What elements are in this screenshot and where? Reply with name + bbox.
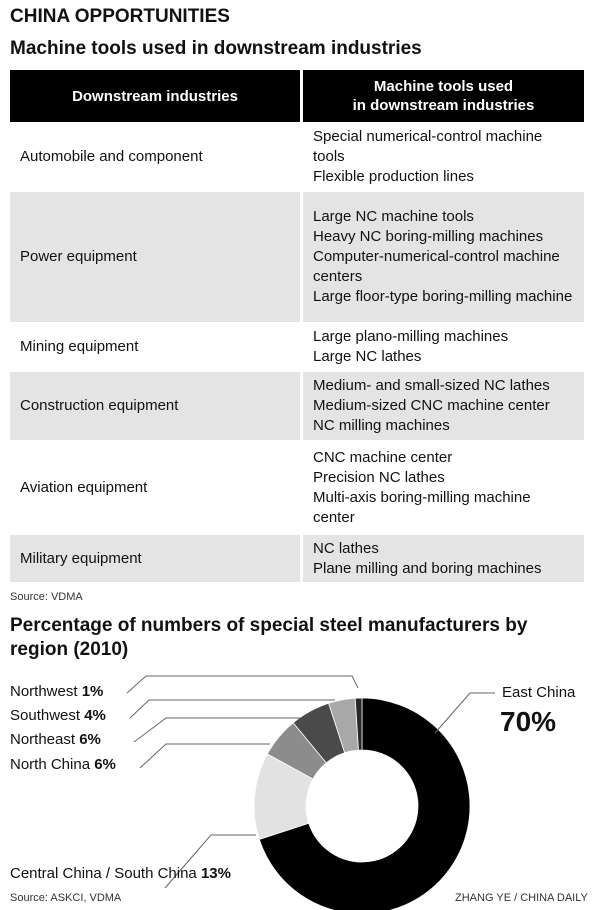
tools-cell: Medium- and small-sized NC lathes Medium… <box>303 372 584 440</box>
slice-east-china <box>258 697 471 910</box>
industry-cell: Automobile and component <box>20 148 203 165</box>
industry-cell: Power equipment <box>10 192 300 322</box>
leader-central-south-china <box>164 834 256 889</box>
slice-northwest <box>354 697 363 751</box>
header-industries: Downstream industries <box>10 70 300 122</box>
label-northeast: Northeast 6% <box>10 731 101 748</box>
label-north-china: North China 6% <box>10 756 116 773</box>
chart-source: Source: ASKCI, VDMA <box>10 892 122 904</box>
chart-title: Percentage of numbers of special steel m… <box>10 615 528 660</box>
table-row: Aviation equipment CNC machine center Pre… <box>10 440 584 535</box>
value-east-china: 70% <box>500 706 557 737</box>
leader-east-china <box>434 692 495 734</box>
leader-northeast <box>133 717 301 743</box>
tools-cell: Large plano-milling machines Large NC la… <box>313 328 509 365</box>
table-title: Machine tools used in downstream industr… <box>10 38 422 59</box>
table-source: Source: VDMA <box>10 591 83 603</box>
leader-northwest <box>126 675 359 694</box>
label-east-china: East China <box>502 684 576 701</box>
machine-tools-table: Downstream industries Machine tools used… <box>7 70 587 582</box>
label-southwest: Southwest 4% <box>10 707 106 724</box>
table-row: Power equipment Large NC machine tools He… <box>10 192 584 322</box>
leader-north-china <box>139 743 270 769</box>
industry-cell: Mining equipment <box>20 338 139 355</box>
credit: ZHANG YE / CHINA DAILY <box>455 892 588 904</box>
leader-southwest <box>129 699 335 719</box>
tools-cell: NC lathes Plane milling and boring machi… <box>303 535 584 582</box>
industry-cell: Aviation equipment <box>20 478 148 496</box>
tools-cell: Special numerical-control machine tools … <box>313 128 543 185</box>
industry-cell: Construction equipment <box>10 372 300 440</box>
industry-cell: Military equipment <box>10 535 300 582</box>
label-central-south-china: Central China / South China 13% <box>10 865 231 882</box>
table-row: Automobile and component Special numerica… <box>10 122 584 192</box>
tools-cell: Large NC machine tools Heavy NC boring-m… <box>303 192 584 322</box>
label-northwest: Northwest 1% <box>10 683 104 700</box>
kicker: CHINA OPPORTUNITIES <box>10 6 230 27</box>
table-row: Construction equipment Medium- and small-… <box>10 372 584 440</box>
header-tools: Machine tools used in downstream industr… <box>303 70 584 122</box>
table-row: Military equipment NC lathes Plane millin… <box>10 535 584 582</box>
tools-cell: CNC machine center Precision NC lathes M… <box>313 448 531 526</box>
table-row: Mining equipment Large plano-milling mach… <box>10 322 584 372</box>
